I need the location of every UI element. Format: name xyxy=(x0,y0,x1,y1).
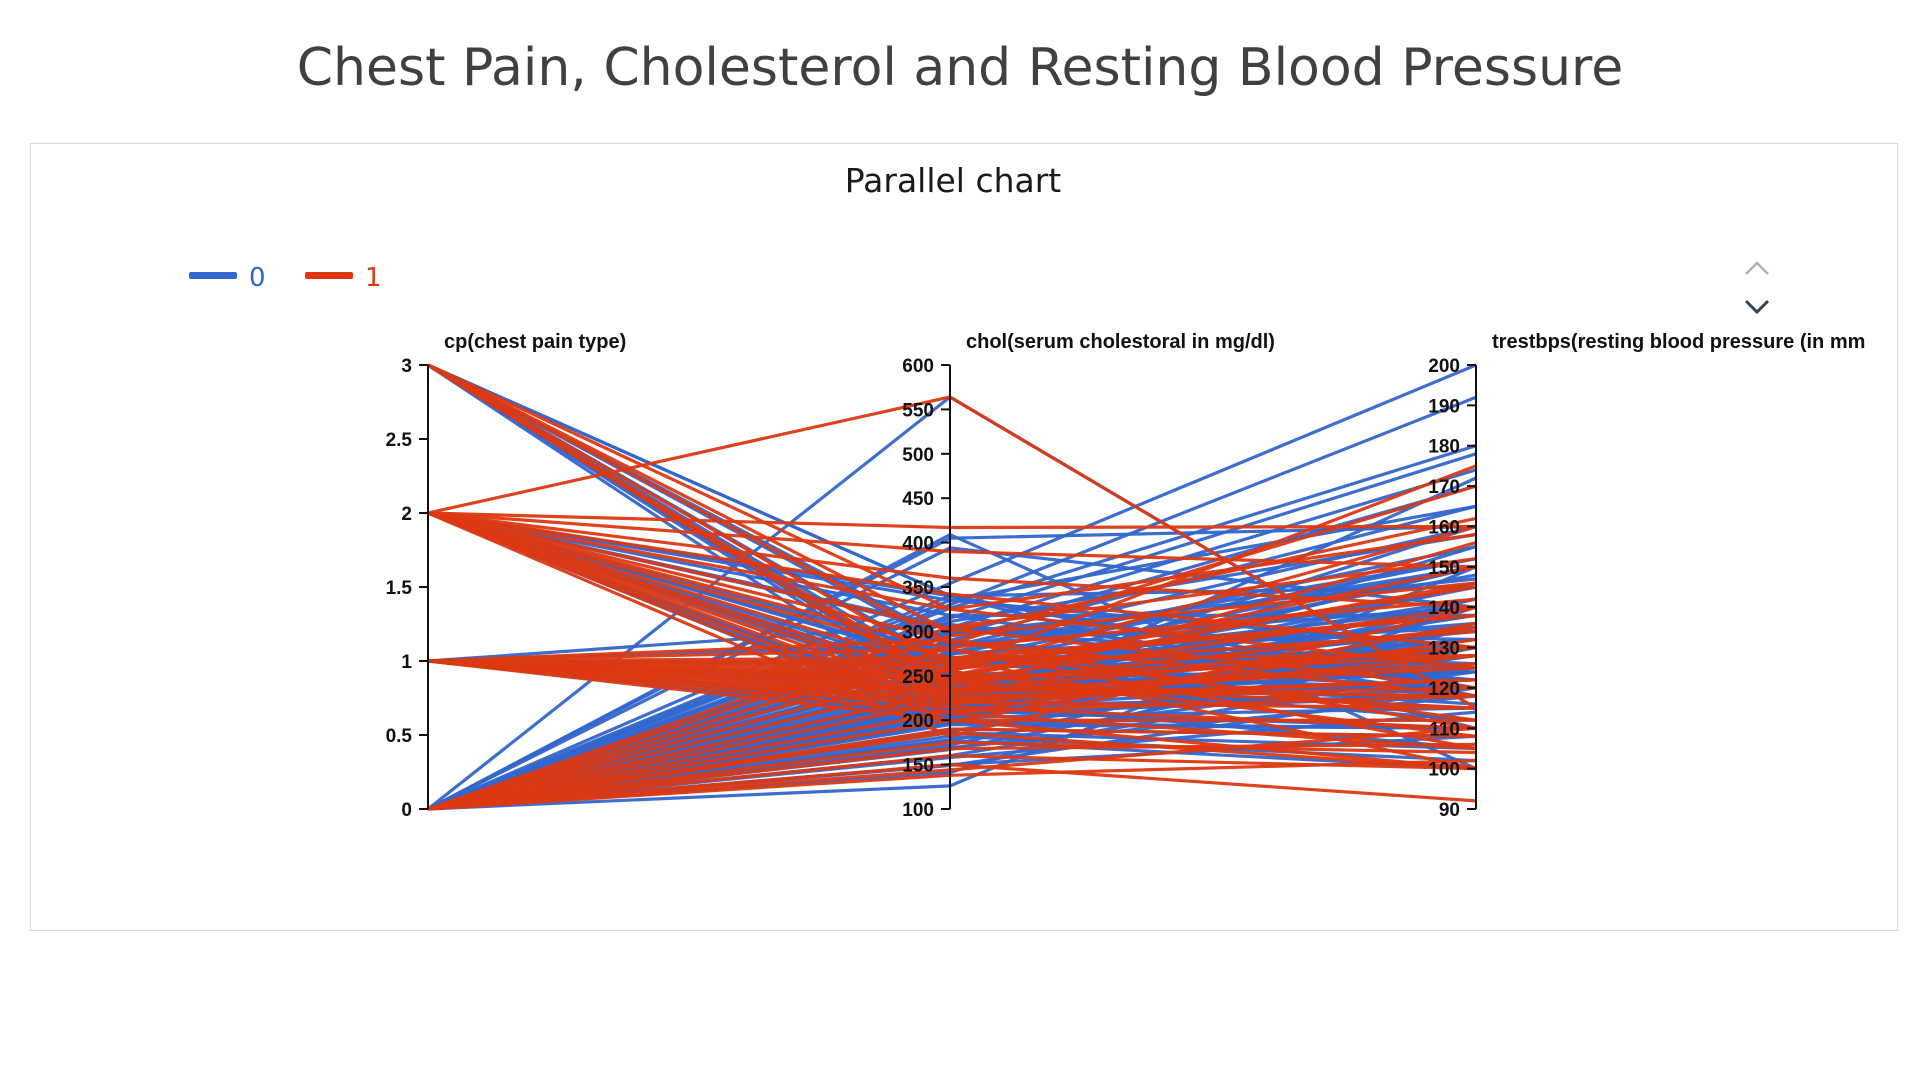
axis-2: trestbps(resting blood pressure (in mm 90… xyxy=(1428,331,1865,821)
axis-tick-label: 140 xyxy=(1428,598,1460,619)
axis-tick-label: 200 xyxy=(1428,356,1460,377)
chevron-down-icon[interactable] xyxy=(1744,299,1770,315)
chart-card: Parallel chart 0 1 cp(chest pain type) 0 0… xyxy=(30,143,1898,931)
axis-tick-label: 200 xyxy=(902,711,934,732)
series-lines xyxy=(427,363,1477,811)
axis-tick-label: 100 xyxy=(902,800,934,821)
axis-tick-label: 450 xyxy=(902,489,934,510)
axes: cp(chest pain type) 0 0.5 1 1.5 2 2.5 3 chol(ser… xyxy=(386,331,1866,821)
legend-swatch-1 xyxy=(305,272,353,279)
axis-tick-label: 2 xyxy=(401,504,412,525)
chart-title: Parallel chart xyxy=(845,161,1062,200)
axis-tick-label: 3 xyxy=(401,356,412,377)
axis-title: trestbps(resting blood pressure (in mm xyxy=(1492,331,1865,353)
axis-tick-label: 1 xyxy=(401,652,412,673)
axis-tick-label: 150 xyxy=(1428,558,1460,579)
axis-title: chol(serum cholestoral in mg/dl) xyxy=(966,331,1275,353)
axis-tick-label: 550 xyxy=(902,400,934,421)
axis-tick-label: 190 xyxy=(1428,396,1460,417)
legend: 0 1 xyxy=(189,263,382,293)
legend-swatch-0 xyxy=(189,272,237,279)
axis-tick-label: 600 xyxy=(902,356,934,377)
axis-tick-label: 170 xyxy=(1428,477,1460,498)
axis-tick-label: 2.5 xyxy=(386,430,413,451)
axis-tick-label: 130 xyxy=(1428,639,1460,660)
legend-label-0: 0 xyxy=(249,263,266,293)
legend-pager-down[interactable] xyxy=(1744,299,1770,315)
axis-tick-label: 250 xyxy=(902,667,934,688)
axis-0: cp(chest pain type) 0 0.5 1 1.5 2 2.5 3 xyxy=(386,331,627,821)
axis-tick-label: 150 xyxy=(902,756,934,777)
axis-tick-label: 400 xyxy=(902,534,934,555)
axis-title: cp(chest pain type) xyxy=(444,331,626,353)
chevron-up-icon[interactable] xyxy=(1745,261,1769,275)
page-title: Chest Pain, Cholesterol and Resting Bloo… xyxy=(296,38,1624,98)
axis-tick-label: 90 xyxy=(1439,800,1460,821)
legend-item-1[interactable]: 1 xyxy=(305,263,382,293)
axis-tick-label: 0.5 xyxy=(386,726,413,747)
axis-tick-label: 180 xyxy=(1428,437,1460,458)
axis-1: chol(serum cholestoral in mg/dl) 100 150 20… xyxy=(902,331,1275,821)
parallel-chart: Parallel chart 0 1 cp(chest pain type)00… xyxy=(189,161,1866,821)
axis-tick-label: 500 xyxy=(902,445,934,466)
axis-tick-label: 1.5 xyxy=(386,578,413,599)
axis-tick-label: 0 xyxy=(401,800,412,821)
axis-tick-label: 110 xyxy=(1429,719,1460,740)
axis-tick-label: 100 xyxy=(1428,760,1460,781)
axis-tick-label: 350 xyxy=(902,578,934,599)
legend-item-0[interactable]: 0 xyxy=(189,263,266,293)
legend-label-1: 1 xyxy=(365,263,382,293)
axis-tick-label: 160 xyxy=(1428,517,1460,538)
axis-tick-label: 120 xyxy=(1428,679,1460,700)
axis-tick-label: 300 xyxy=(902,622,934,643)
legend-pager-up[interactable] xyxy=(1745,261,1769,275)
